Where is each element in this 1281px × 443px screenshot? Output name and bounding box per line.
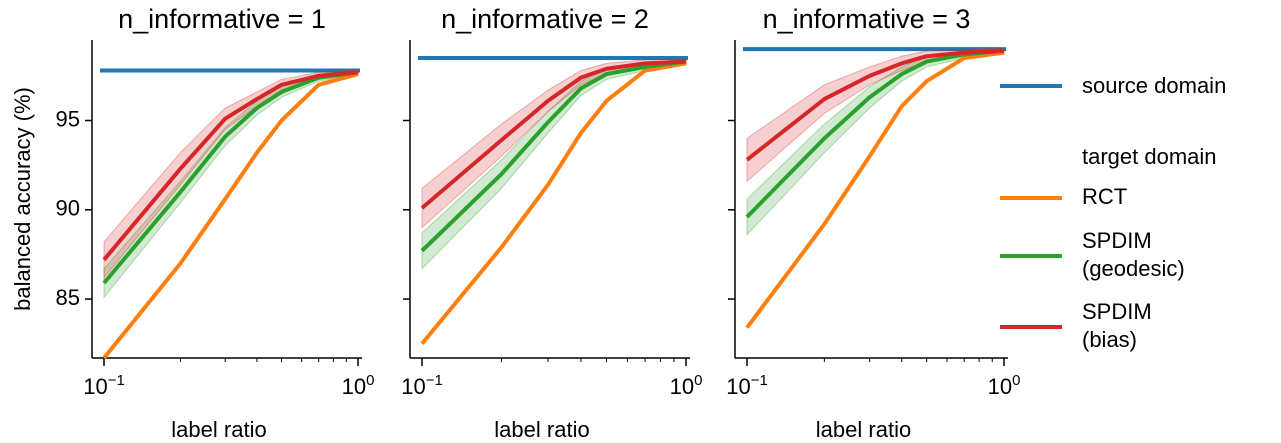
x-tick-label: 100 <box>988 372 1021 399</box>
panel-title: n_informative = 2 <box>441 4 649 34</box>
x-axis-label: label ratio <box>494 417 589 442</box>
x-tick-label: 100 <box>342 372 375 399</box>
y-tick-label: 90 <box>56 196 80 221</box>
x-tick-label: 10−1 <box>83 372 125 399</box>
spdim-bias-line <box>420 59 687 210</box>
legend: source domain target domain RCT SPDIM (geode… <box>1000 73 1226 352</box>
spdim-geodesic-line <box>420 59 687 253</box>
legend-geodesic-label-1: SPDIM <box>1082 228 1152 253</box>
legend-bias-label-1: SPDIM <box>1082 299 1152 324</box>
rct-line <box>745 50 1005 329</box>
x-axis-label: label ratio <box>816 417 911 442</box>
y-tick-label: 85 <box>56 285 80 310</box>
panels-group: n_informative = 1 85 90 95 10−1 100 label rati… <box>56 4 1021 442</box>
legend-target-heading: target domain <box>1082 144 1217 169</box>
legend-geodesic-label-2: (geodesic) <box>1082 256 1185 281</box>
legend-source-label: source domain <box>1082 73 1226 98</box>
y-axis-label: balanced accuracy (%) <box>10 87 35 311</box>
rct-line <box>102 72 359 360</box>
x-axis-label: label ratio <box>171 417 266 442</box>
spdim-geodesic-band <box>103 69 359 299</box>
panel-title: n_informative = 3 <box>763 4 971 34</box>
panel-1: n_informative = 1 85 90 95 10−1 100 label rati… <box>56 4 375 442</box>
panel-title: n_informative = 1 <box>118 4 326 34</box>
y-tick-label: 95 <box>56 106 80 131</box>
panel-2: n_informative = 2 10−1 100 label ratio <box>401 4 702 442</box>
spdim-bias-line <box>102 70 359 262</box>
x-tick-label: 10−1 <box>401 372 443 399</box>
spdim-geodesic-line <box>102 70 359 285</box>
legend-bias-label-2: (bias) <box>1082 327 1137 352</box>
legend-rct-label: RCT <box>1082 184 1127 209</box>
x-tick-label: 100 <box>670 372 703 399</box>
rct-line <box>420 61 687 345</box>
panel-3: n_informative = 3 10−1 100 label ratio <box>726 4 1020 442</box>
spdim-bias-line <box>745 48 1005 162</box>
x-tick-label: 10−1 <box>726 372 768 399</box>
